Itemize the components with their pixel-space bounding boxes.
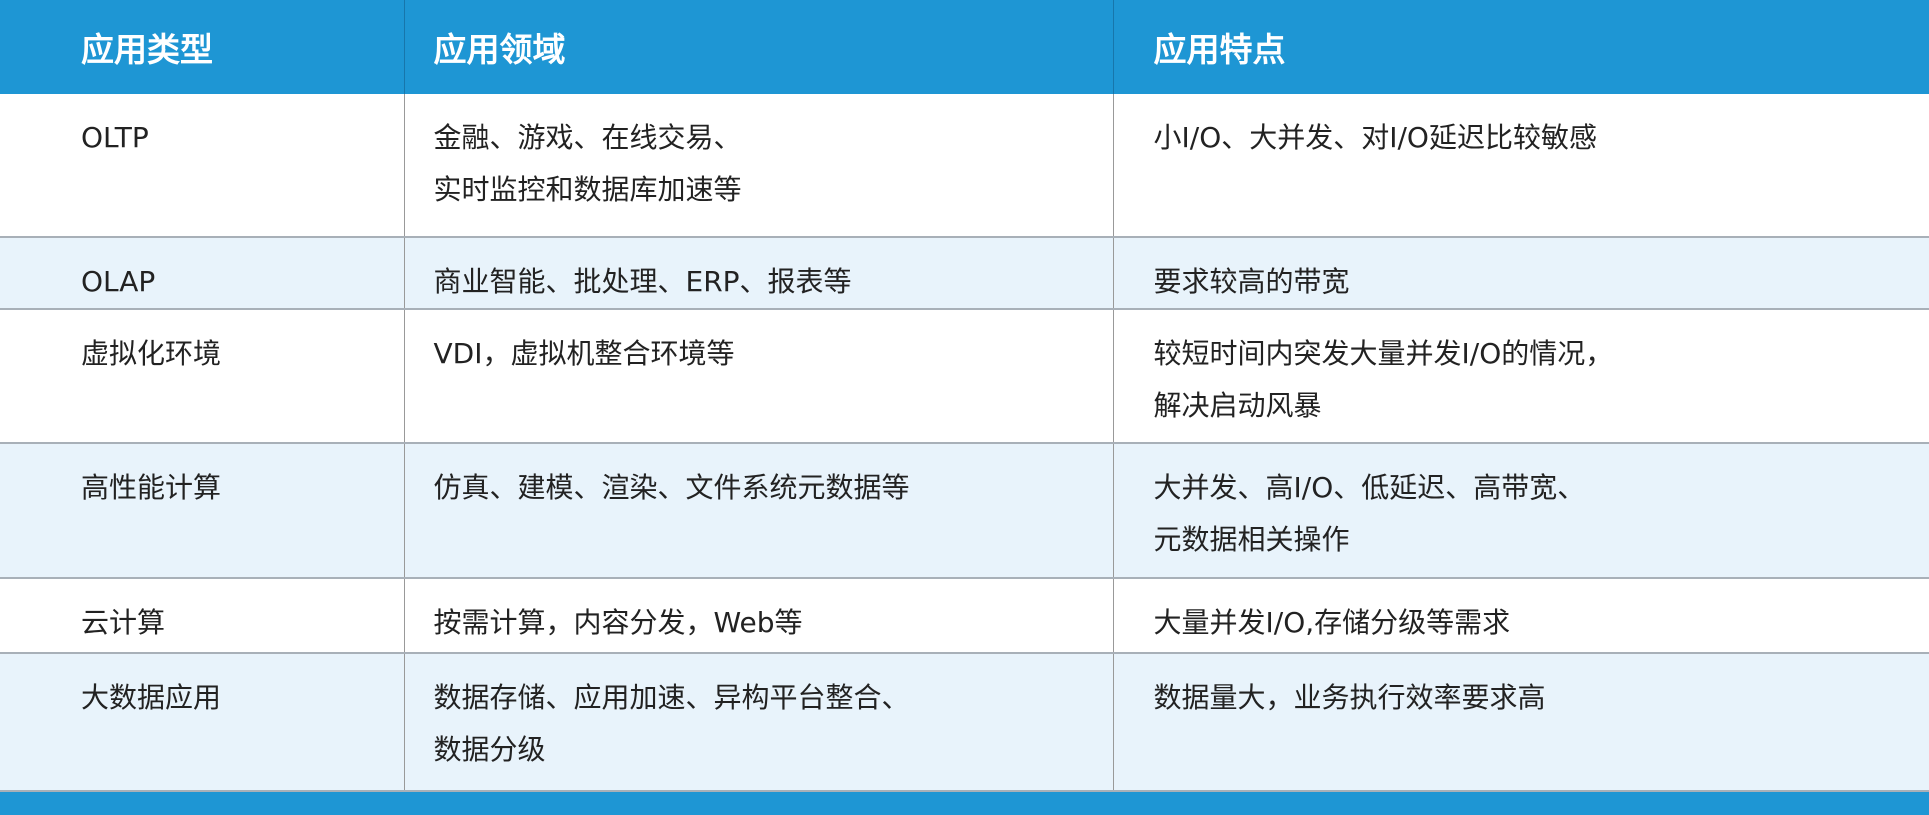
cell-field: 金融、游戏、在线交易、 实时监控和数据库加速等 xyxy=(404,94,1114,238)
table-row: OLAP 商业智能、批处理、ERP、报表等 要求较高的带宽 xyxy=(0,237,1929,310)
table-row: 虚拟化环境 VDI，虚拟机整合环境等 较短时间内突发大量并发I/O的情况， 解决启动风… xyxy=(0,309,1929,444)
header-type: 应用类型 xyxy=(0,0,405,94)
cell-feature: 要求较高的带宽 xyxy=(1113,237,1929,310)
cell-field: 按需计算，内容分发，Web等 xyxy=(404,578,1114,654)
cell-field: 数据存储、应用加速、异构平台整合、 数据分级 xyxy=(404,653,1114,792)
table-row: 云计算 按需计算，内容分发，Web等 大量并发I/O,存储分级等需求 xyxy=(0,578,1929,654)
cell-field: 商业智能、批处理、ERP、报表等 xyxy=(404,237,1114,310)
cell-type: 虚拟化环境 xyxy=(0,309,405,444)
cell-feature: 小I/O、大并发、对I/O延迟比较敏感 xyxy=(1113,94,1929,238)
cell-type: 高性能计算 xyxy=(0,443,405,579)
cell-type: 云计算 xyxy=(0,578,405,654)
cell-type: 大数据应用 xyxy=(0,653,405,792)
cell-type: OLAP xyxy=(0,237,405,310)
footer-bar xyxy=(0,792,1929,815)
header-feature: 应用特点 xyxy=(1113,0,1929,94)
cell-feature: 大量并发I/O,存储分级等需求 xyxy=(1113,578,1929,654)
cell-feature: 较短时间内突发大量并发I/O的情况， 解决启动风暴 xyxy=(1113,309,1929,444)
table-row: OLTP 金融、游戏、在线交易、 实时监控和数据库加速等 小I/O、大并发、对I/O延… xyxy=(0,94,1929,238)
table-row: 大数据应用 数据存储、应用加速、异构平台整合、 数据分级 数据量大，业务执行效率要求高 xyxy=(0,653,1929,792)
header-row: 应用类型 应用领域 应用特点 xyxy=(0,0,1929,94)
cell-feature: 大并发、高I/O、低延迟、高带宽、 元数据相关操作 xyxy=(1113,443,1929,579)
cell-feature: 数据量大，业务执行效率要求高 xyxy=(1113,653,1929,792)
header-field: 应用领域 xyxy=(404,0,1114,94)
cell-type: OLTP xyxy=(0,94,405,238)
table-row: 高性能计算 仿真、建模、渲染、文件系统元数据等 大并发、高I/O、低延迟、高带宽、元… xyxy=(0,443,1929,579)
cell-field: 仿真、建模、渲染、文件系统元数据等 xyxy=(404,443,1114,579)
cell-field: VDI，虚拟机整合环境等 xyxy=(404,309,1114,444)
application-table: 应用类型 应用领域 应用特点 OLTP 金融、游戏、在线交易、 实时监控和数据库加速… xyxy=(0,0,1929,792)
